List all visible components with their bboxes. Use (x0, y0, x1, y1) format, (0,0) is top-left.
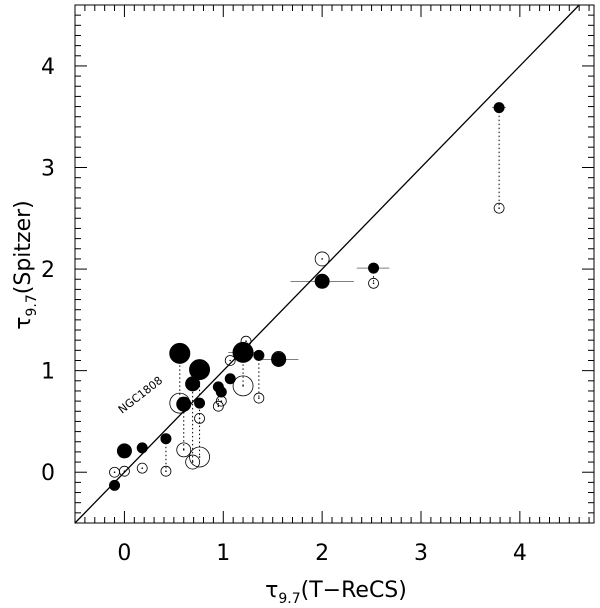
open-point (271, 351, 287, 366)
filled-point (368, 262, 380, 274)
open-point (314, 251, 330, 267)
open-point-dot (178, 402, 181, 404)
open-point (136, 462, 148, 474)
filled-point (215, 386, 227, 398)
filled-point (116, 443, 132, 459)
open-point (493, 202, 505, 214)
open-point-dot (141, 467, 144, 469)
filled-point (169, 342, 191, 364)
x-axis-title-rest: (T−ReCS) (301, 578, 407, 603)
open-point-dot (372, 282, 375, 285)
open-point (160, 465, 172, 477)
filled-point (493, 102, 505, 114)
x-axis-title-sub: 9.7 (278, 591, 300, 607)
filled-point (160, 433, 172, 445)
filled-point (189, 359, 211, 381)
plot-frame (74, 4, 595, 524)
open-point (194, 412, 205, 424)
open-point-dot (321, 258, 323, 260)
x-tick-labels: 0 1 2 3 4 (117, 541, 526, 566)
y-axis-title-main: τ (11, 316, 36, 329)
y-tick-label: 1 (41, 360, 55, 385)
open-point-dot (123, 470, 126, 473)
open-point (212, 400, 224, 412)
filled-point (194, 397, 206, 409)
open-point-dot (245, 340, 247, 342)
open-point-dot (198, 456, 201, 458)
filled-point (271, 351, 287, 367)
open-point (185, 454, 201, 470)
open-point (169, 392, 191, 414)
filled-point (232, 341, 254, 363)
open-point (368, 277, 379, 289)
filled-point (314, 273, 330, 289)
x-error-bars (228, 107, 507, 360)
open-point-dot (113, 471, 116, 474)
open-point (215, 395, 227, 407)
y-tick-label: 2 (41, 258, 55, 283)
open-point-dot (258, 397, 260, 399)
x-tick-label: 2 (315, 541, 329, 566)
y-axis-title-sub: 9.7 (24, 294, 40, 316)
open-point (176, 442, 192, 458)
filled-point (136, 442, 148, 454)
open-point-dot (191, 461, 194, 463)
y-tick-labels: 0 1 2 3 4 (41, 55, 55, 486)
filled-point (176, 396, 192, 412)
open-point-dot (165, 470, 167, 473)
x-tick-label: 0 (117, 541, 131, 566)
x-tick-label: 1 (216, 541, 230, 566)
open-point (240, 335, 252, 347)
open-point (224, 355, 236, 366)
filled-point (109, 479, 121, 491)
open-point-dot (229, 359, 232, 362)
open-point-dot (198, 417, 201, 420)
y-axis-title-rest: (Spitzer) (11, 200, 36, 294)
filled-point (224, 373, 236, 385)
open-point (119, 465, 130, 477)
y-tick-label: 3 (41, 157, 55, 182)
x-tick-label: 3 (414, 541, 428, 566)
y-tick-label: 0 (41, 461, 55, 486)
open-point-dot (498, 207, 500, 209)
filled-point (253, 349, 265, 361)
data-points (109, 102, 505, 491)
open-point (189, 446, 210, 468)
y-axis-title: τ9.7(Spitzer) (11, 200, 40, 329)
x-axis-title: τ9.7(T−ReCS) (265, 578, 407, 607)
open-point-dot (220, 400, 223, 402)
x-tick-label: 4 (513, 541, 527, 566)
connector-lines (165, 107, 500, 472)
x-axis-title-main: τ (265, 578, 278, 603)
open-point-dot (242, 385, 244, 387)
axis-ticks (75, 5, 594, 523)
annotation-ngc1808: NGC1808 (116, 374, 165, 417)
open-point (253, 392, 265, 404)
open-point-dot (182, 449, 185, 451)
open-point-dot (277, 357, 280, 360)
open-point (232, 375, 254, 397)
y-tick-label: 4 (41, 55, 55, 80)
